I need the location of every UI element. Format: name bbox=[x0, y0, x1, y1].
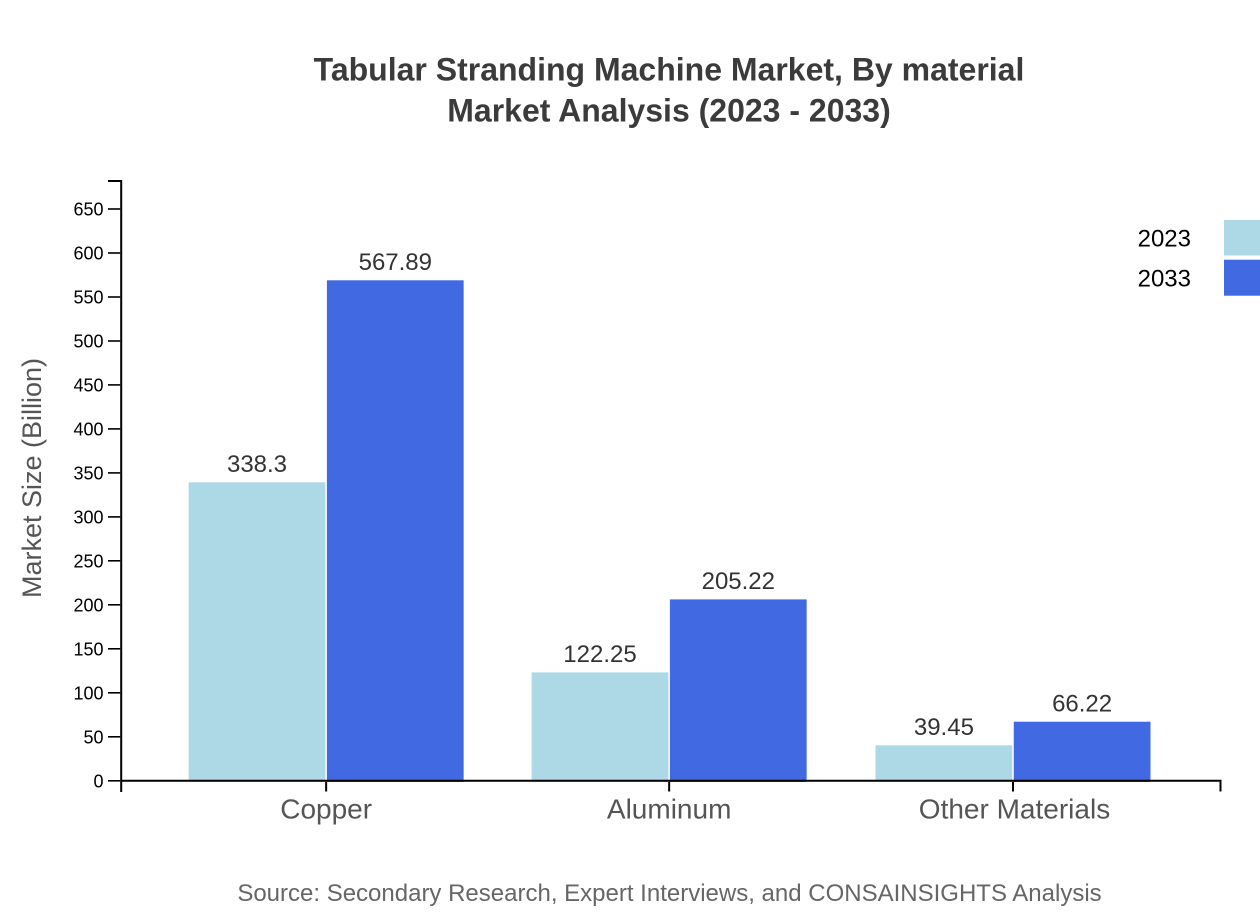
svg-text:Tabular Stranding Machine Mark: Tabular Stranding Machine Market, By mat… bbox=[314, 51, 1025, 87]
svg-text:Market Analysis (2023 - 2033): Market Analysis (2023 - 2033) bbox=[447, 92, 891, 128]
svg-text:600: 600 bbox=[73, 244, 103, 264]
svg-text:350: 350 bbox=[73, 463, 103, 483]
svg-text:450: 450 bbox=[73, 375, 103, 395]
svg-text:Other Materials: Other Materials bbox=[919, 794, 1110, 825]
svg-text:Source: Secondary Research, Ex: Source: Secondary Research, Expert Inter… bbox=[237, 880, 1101, 907]
svg-text:Copper: Copper bbox=[280, 794, 372, 825]
svg-text:550: 550 bbox=[73, 288, 103, 308]
svg-text:150: 150 bbox=[73, 639, 103, 659]
svg-text:0: 0 bbox=[93, 771, 103, 791]
svg-text:Aluminum: Aluminum bbox=[607, 794, 731, 825]
svg-text:122.25: 122.25 bbox=[563, 641, 636, 668]
svg-text:39.45: 39.45 bbox=[914, 714, 974, 741]
svg-text:250: 250 bbox=[73, 551, 103, 571]
svg-text:300: 300 bbox=[73, 507, 103, 527]
svg-text:2033: 2033 bbox=[1138, 265, 1191, 292]
svg-text:338.3: 338.3 bbox=[227, 451, 287, 478]
svg-text:400: 400 bbox=[73, 419, 103, 439]
svg-text:50: 50 bbox=[83, 727, 103, 747]
svg-text:500: 500 bbox=[73, 332, 103, 352]
svg-text:66.22: 66.22 bbox=[1052, 690, 1112, 717]
svg-text:Market Size (Billion): Market Size (Billion) bbox=[17, 358, 47, 598]
svg-text:200: 200 bbox=[73, 595, 103, 615]
svg-text:2023: 2023 bbox=[1138, 226, 1191, 253]
svg-text:567.89: 567.89 bbox=[359, 249, 432, 276]
svg-text:100: 100 bbox=[73, 683, 103, 703]
svg-text:650: 650 bbox=[73, 200, 103, 220]
svg-text:205.22: 205.22 bbox=[702, 568, 775, 595]
